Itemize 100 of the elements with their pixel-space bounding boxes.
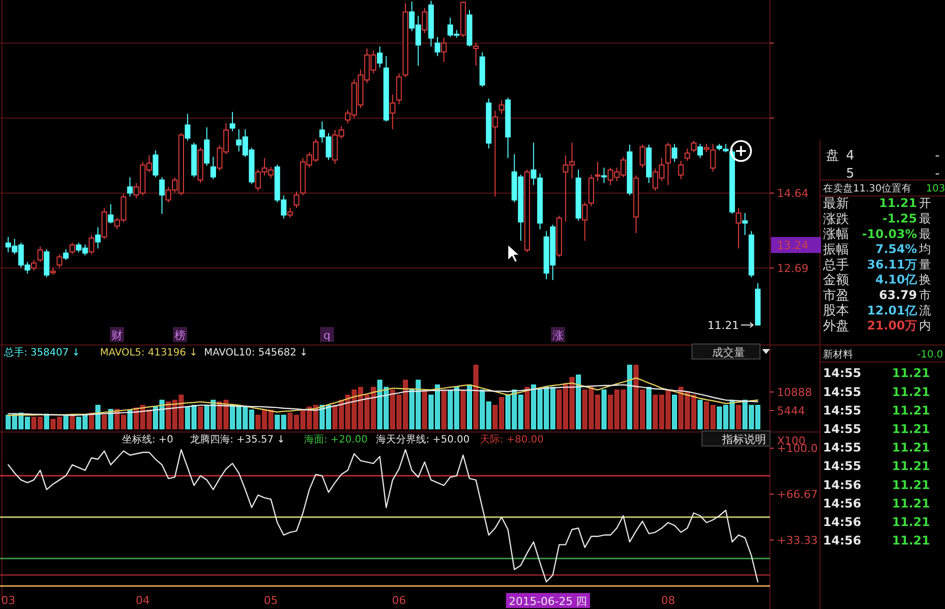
candlestick <box>697 143 703 159</box>
text: 最新 11.21 开 <box>823 196 931 212</box>
candlestick <box>108 204 114 224</box>
candlestick <box>31 260 37 272</box>
candlestick <box>678 160 684 180</box>
y-tick-label: 12.69 <box>777 262 808 275</box>
annotation: MAVOL10: 545682 ↓ <box>204 348 308 358</box>
text: 外盘 21.00万 内 <box>823 318 931 334</box>
candlestick <box>742 212 748 236</box>
annotation: q <box>324 328 330 342</box>
annotation: 龙腾四海: +35.57 ↓ <box>190 434 286 446</box>
text: 14:55 11.21 <box>823 459 930 474</box>
annotation: 海面: +20.00 <box>304 434 368 446</box>
candlestick <box>434 36 440 57</box>
text: 股本 12.01亿 流 <box>823 303 931 319</box>
candlestick <box>204 126 210 166</box>
bar <box>198 406 203 430</box>
text: 涨跌 -1.25 最 <box>823 212 931 227</box>
text: 盘 4 - <box>826 148 940 164</box>
bar <box>602 390 607 430</box>
text: 14:55 11.21 <box>823 366 930 380</box>
candlestick <box>56 254 62 268</box>
candlestick <box>684 148 690 162</box>
candlestick <box>422 8 428 34</box>
candlestick <box>69 242 76 255</box>
text: 14:55 11.21 <box>823 384 930 399</box>
text: 振幅 7.54% 均 <box>823 242 931 258</box>
y-tick-label: 14.64 <box>777 186 808 200</box>
x-tick-label: 08 <box>661 594 676 607</box>
candlestick <box>44 248 50 278</box>
text: 14:56 11.21 <box>823 515 930 529</box>
text: 市盈 63.79 市 <box>823 288 931 304</box>
x-tick-label: 04 <box>136 594 150 607</box>
y-tick-label: +66.67 <box>777 488 818 502</box>
candlestick <box>390 94 396 130</box>
annotation: 榜 <box>174 328 186 342</box>
y-tick-label: 5444 <box>777 404 805 418</box>
bar <box>63 414 68 430</box>
candlestick <box>601 167 607 184</box>
bar <box>627 364 632 430</box>
annotation: 海天分界线: +50.00 <box>376 434 470 446</box>
annotation: 总手: 358407 ↓ <box>3 346 80 358</box>
annotation: MAVOL5: 413196 ↓ <box>100 348 198 358</box>
annotation: 涨 <box>552 328 564 342</box>
bar <box>524 386 530 430</box>
text: 新材料 -10.0 <box>823 350 943 360</box>
candlestick <box>210 156 216 180</box>
text: 14:55 11.21 <box>823 440 930 455</box>
annotation: 坐标线: +0 <box>122 434 174 446</box>
bar <box>672 394 678 430</box>
candlestick <box>736 208 742 249</box>
bar <box>466 384 472 430</box>
y-tick-label: +33.33 <box>777 534 818 547</box>
candlestick <box>582 202 588 242</box>
x-tick-label: 06 <box>392 594 406 607</box>
candlestick <box>672 143 678 162</box>
candlestick <box>294 191 300 209</box>
bar <box>460 390 466 430</box>
candlestick <box>184 113 190 142</box>
bar <box>646 386 652 430</box>
candlestick <box>159 176 165 214</box>
annotation: 财 <box>112 328 122 342</box>
candlestick <box>88 234 94 255</box>
candlestick <box>376 46 383 68</box>
text: 5 - <box>846 166 940 182</box>
x-tick-label: 03 <box>1 594 16 607</box>
line-series <box>8 377 758 416</box>
candlestick <box>690 140 697 153</box>
bar <box>44 414 50 430</box>
text: 14:56 11.21 <box>823 496 930 510</box>
text: 14:55 11.21 <box>823 422 930 436</box>
candlestick <box>498 100 504 114</box>
bar <box>698 400 703 430</box>
candlestick <box>95 226 101 249</box>
line-series <box>8 384 758 416</box>
bar <box>70 414 75 430</box>
text: 总手 36.11万 量 <box>823 257 931 273</box>
text: 金额 4.10亿 换 <box>823 272 931 288</box>
candlestick <box>473 42 479 66</box>
bar <box>441 390 446 430</box>
candlestick <box>492 110 498 198</box>
bar <box>473 364 478 430</box>
candlestick <box>396 72 402 105</box>
bar <box>736 404 742 430</box>
x-tick-label: 05 <box>264 594 278 607</box>
candlestick <box>710 143 716 172</box>
candlestick <box>640 144 646 168</box>
text: 14:55 11.21 <box>823 403 930 418</box>
annotation: 2015-06-25 四 <box>508 594 588 608</box>
annotation: 天际: +80.00 <box>480 434 544 446</box>
candlestick <box>287 208 293 218</box>
line-series <box>8 449 758 582</box>
annotation: 指标说明 <box>721 432 766 446</box>
text: 涨幅 -10.03% 最 <box>823 226 931 242</box>
candlestick <box>127 176 133 198</box>
candlestick <box>37 246 44 262</box>
text: 14:56 11.21 <box>823 534 930 548</box>
candlestick <box>441 37 447 62</box>
y-tick-label: 10888 <box>777 386 812 399</box>
text: 14:56 11.21 <box>823 478 930 492</box>
